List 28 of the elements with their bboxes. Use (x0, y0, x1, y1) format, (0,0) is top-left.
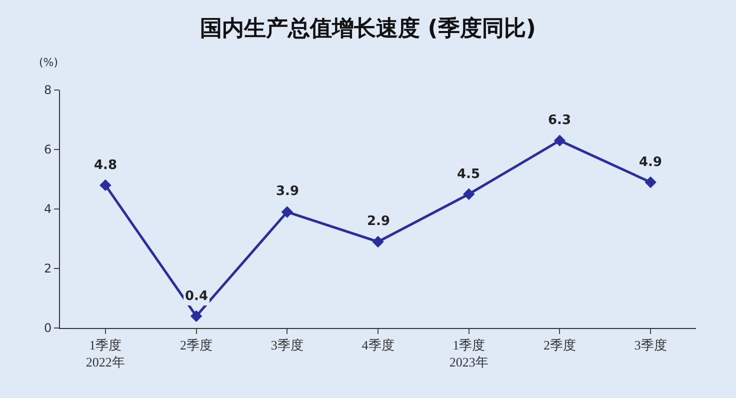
y-tick-label: 4 (44, 202, 52, 216)
chart-title: 国内生产总值增长速度 (季度同比) (200, 15, 536, 42)
point (644, 176, 656, 188)
y-tick-label: 0 (44, 321, 52, 336)
point (100, 179, 112, 192)
data-label: 0.4 (185, 289, 208, 304)
data-label: 4.9 (639, 155, 662, 170)
point (281, 206, 293, 218)
x-tick-label: 2季度 (543, 338, 576, 353)
point (372, 236, 384, 248)
y-tick-label: 2 (44, 262, 52, 276)
y-tick-label: 6 (44, 142, 52, 157)
point (554, 134, 566, 146)
data-label: 3.9 (276, 184, 300, 199)
y-tick-label: 8 (44, 83, 52, 98)
point (190, 310, 202, 322)
data-label: 4.8 (94, 158, 118, 173)
data-label: 6.3 (548, 113, 572, 128)
point (463, 188, 475, 200)
x-tick-label: 3季度 (270, 338, 304, 353)
y-axis-title: (%) (39, 56, 58, 69)
x-tick-label: 4季度 (362, 338, 394, 353)
x-tick-label: 2季度 (180, 338, 213, 353)
x-tick-label: 1季度 2023年 (449, 338, 488, 370)
x-tick-label: 3季度 (634, 338, 667, 353)
data-label: 4.5 (457, 167, 480, 182)
x-tick-label: 1季度 2022年 (86, 338, 125, 370)
data-label: 2.9 (367, 214, 390, 229)
